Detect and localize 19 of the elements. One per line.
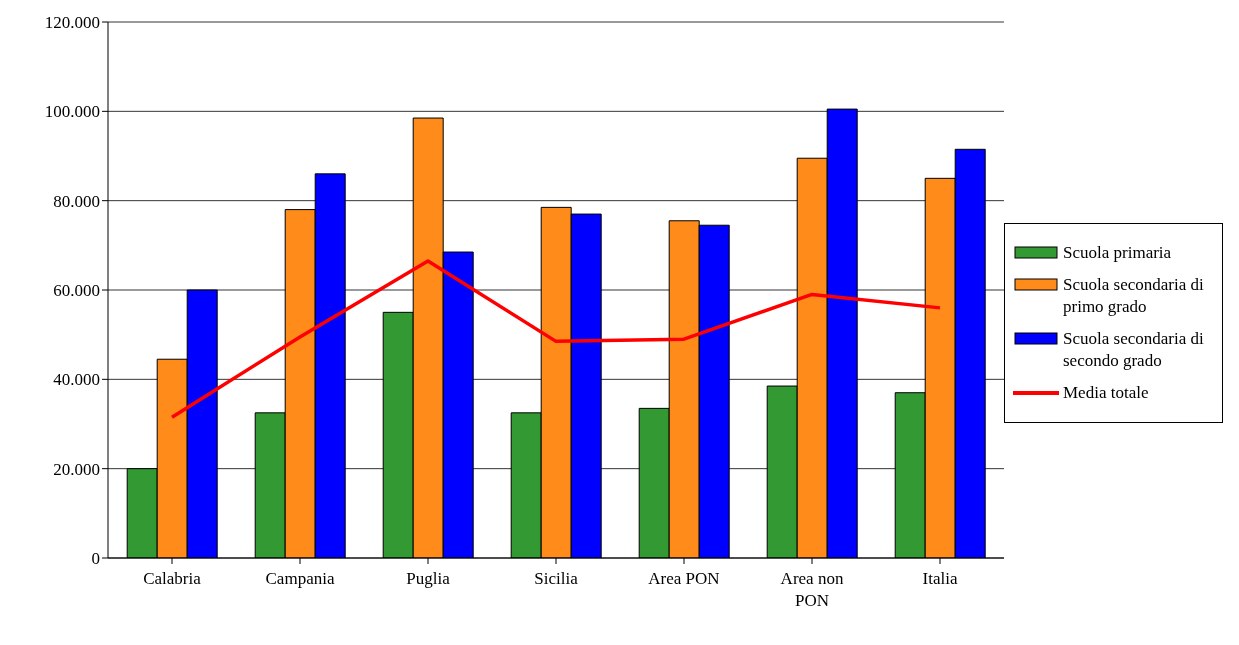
line-series [170, 259, 942, 420]
legend-label: Scuola primaria [1063, 242, 1172, 264]
legend-label: Media totale [1063, 382, 1149, 404]
legend-label: Scuola secondaria di secondo grado [1063, 328, 1205, 372]
x-tick-label: Italia [922, 569, 958, 588]
x-tick-label: Area PON [648, 569, 720, 588]
x-tick-label: Campania [265, 569, 335, 588]
x-tick-label: Puglia [406, 569, 451, 588]
y-tick-label: 120.000 [44, 13, 100, 33]
x-tick-label: Sicilia [534, 569, 579, 588]
x-tick-label: Area non PON [780, 569, 844, 610]
y-tick-label: 20.000 [53, 459, 100, 479]
legend-label: Scuola secondaria di primo grado [1063, 274, 1205, 318]
y-tick-label: 40.000 [53, 370, 100, 390]
y-tick-label: 0 [91, 549, 100, 569]
y-tick-label: 80.000 [53, 191, 100, 211]
y-tick-label: 100.000 [44, 102, 100, 122]
y-tick-label: 60.000 [53, 281, 100, 301]
x-tick-label: Calabria [143, 569, 202, 588]
